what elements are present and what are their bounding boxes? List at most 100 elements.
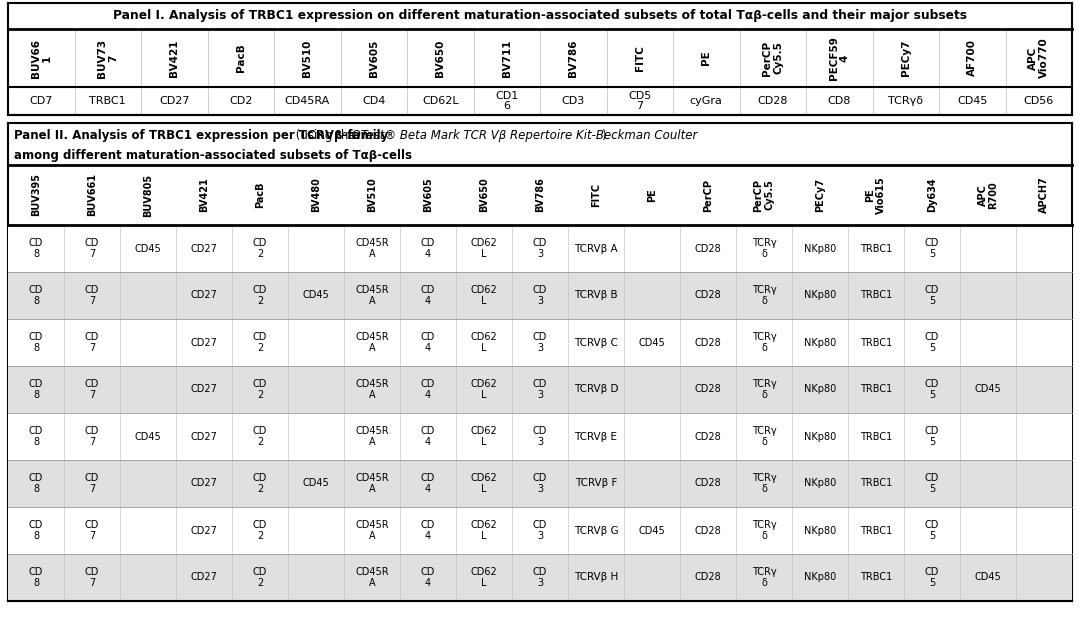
Text: CD
7: CD 7 (85, 285, 99, 306)
Text: CD45: CD45 (974, 385, 1001, 394)
Text: CD
7: CD 7 (85, 379, 99, 400)
Text: TCRγ
δ: TCRγ δ (752, 473, 777, 494)
Text: TRBC1: TRBC1 (860, 290, 892, 300)
Text: CD
5: CD 5 (924, 473, 940, 494)
Text: CD
4: CD 4 (421, 332, 435, 353)
Text: Dy634: Dy634 (927, 178, 937, 212)
Text: CD
8: CD 8 (29, 567, 43, 588)
Text: CD
8: CD 8 (29, 332, 43, 353)
Text: BUV805: BUV805 (143, 173, 153, 217)
Text: BUV66
1: BUV66 1 (31, 39, 52, 77)
Text: CD
7: CD 7 (85, 332, 99, 353)
Text: CD5
7: CD5 7 (629, 91, 651, 111)
Text: CD
4: CD 4 (421, 379, 435, 400)
Text: CD
8: CD 8 (29, 379, 43, 400)
Text: CD45: CD45 (135, 243, 161, 253)
Text: NKp80: NKp80 (804, 479, 836, 488)
Bar (8, 225, 1072, 272)
Text: CD28: CD28 (694, 290, 721, 300)
Text: PE: PE (701, 51, 712, 65)
Text: CD1
6: CD1 6 (495, 91, 518, 111)
Bar (8, 507, 1072, 554)
Text: PE
Vio615: PE Vio615 (865, 176, 887, 214)
Text: CD
8: CD 8 (29, 238, 43, 259)
Text: NKp80: NKp80 (804, 526, 836, 535)
Text: CD28: CD28 (694, 385, 721, 394)
Text: CD
4: CD 4 (421, 238, 435, 259)
Text: CD8: CD8 (827, 96, 851, 106)
Text: CD
3: CD 3 (532, 426, 548, 447)
Text: CD
7: CD 7 (85, 520, 99, 541)
Text: BV510: BV510 (302, 39, 312, 77)
Text: CD45: CD45 (974, 573, 1001, 582)
Text: CD
3: CD 3 (532, 285, 548, 306)
Text: CD
4: CD 4 (421, 285, 435, 306)
Text: CD
8: CD 8 (29, 473, 43, 494)
Text: CD45R
A: CD45R A (355, 238, 389, 259)
Text: CD62
L: CD62 L (471, 567, 498, 588)
Text: CD
5: CD 5 (924, 520, 940, 541)
Text: TCRVβ C: TCRVβ C (575, 337, 618, 347)
Text: CD
7: CD 7 (85, 238, 99, 259)
Text: PacB: PacB (235, 44, 246, 72)
Text: CD
8: CD 8 (29, 426, 43, 447)
Text: PerCP
Cy5.5: PerCP Cy5.5 (754, 178, 774, 211)
Bar (8, 554, 1072, 601)
Text: TRBC1: TRBC1 (90, 96, 126, 106)
Text: BV650: BV650 (480, 178, 489, 212)
Text: TCRγ
δ: TCRγ δ (752, 379, 777, 400)
Text: BV650: BV650 (435, 39, 445, 77)
Text: CD27: CD27 (190, 385, 217, 394)
Text: FITC: FITC (591, 183, 600, 207)
Bar (8, 272, 1072, 319)
Text: CD45R
A: CD45R A (355, 285, 389, 306)
Text: CD56: CD56 (1024, 96, 1054, 106)
Text: TCRγδ: TCRγδ (888, 96, 923, 106)
Text: CD27: CD27 (190, 290, 217, 300)
Text: TCRγ
δ: TCRγ δ (752, 332, 777, 353)
Text: CD45: CD45 (135, 432, 161, 441)
Text: CD28: CD28 (757, 96, 788, 106)
Text: TRBC1: TRBC1 (860, 432, 892, 441)
Text: CD
7: CD 7 (85, 426, 99, 447)
Text: CD27: CD27 (190, 432, 217, 441)
Text: BUV395: BUV395 (31, 173, 41, 217)
Text: CD
8: CD 8 (29, 285, 43, 306)
Text: CD
2: CD 2 (253, 285, 267, 306)
Text: AF700: AF700 (968, 39, 977, 76)
Bar (8, 366, 1072, 413)
Text: CD62
L: CD62 L (471, 520, 498, 541)
Text: TCRVβ F: TCRVβ F (575, 479, 617, 488)
Text: CD
2: CD 2 (253, 473, 267, 494)
Text: BV421: BV421 (170, 39, 179, 77)
Text: TCRγ
δ: TCRγ δ (752, 520, 777, 541)
Text: CD27: CD27 (190, 243, 217, 253)
Text: CD45R
A: CD45R A (355, 520, 389, 541)
Text: CD28: CD28 (694, 337, 721, 347)
Text: CD
3: CD 3 (532, 520, 548, 541)
Text: TRBC1: TRBC1 (860, 479, 892, 488)
Text: TCRVβ H: TCRVβ H (573, 573, 618, 582)
Text: CD4: CD4 (362, 96, 386, 106)
Text: CD
3: CD 3 (532, 473, 548, 494)
Text: CD45R
A: CD45R A (355, 567, 389, 588)
Text: TCRVβ E: TCRVβ E (575, 432, 618, 441)
Text: CD62
L: CD62 L (471, 426, 498, 447)
Text: APC
Vio770: APC Vio770 (1028, 37, 1049, 78)
Text: BV421: BV421 (199, 178, 210, 212)
Text: CD45: CD45 (302, 290, 329, 300)
Text: BV605: BV605 (423, 178, 433, 212)
Text: CD45: CD45 (302, 479, 329, 488)
Text: CD45: CD45 (638, 337, 665, 347)
Text: TRBC1: TRBC1 (860, 337, 892, 347)
Text: CD45R
A: CD45R A (355, 379, 389, 400)
Text: CD27: CD27 (190, 573, 217, 582)
Bar (8, 123, 1072, 601)
Text: BUV661: BUV661 (87, 173, 97, 217)
Text: CD
7: CD 7 (85, 473, 99, 494)
Text: CD62
L: CD62 L (471, 473, 498, 494)
Text: Panel I. Analysis of TRBC1 expression on different maturation-associated subsets: Panel I. Analysis of TRBC1 expression on… (113, 10, 967, 22)
Text: APCH7: APCH7 (1039, 177, 1049, 213)
Text: CD
2: CD 2 (253, 379, 267, 400)
Text: CD28: CD28 (694, 526, 721, 535)
